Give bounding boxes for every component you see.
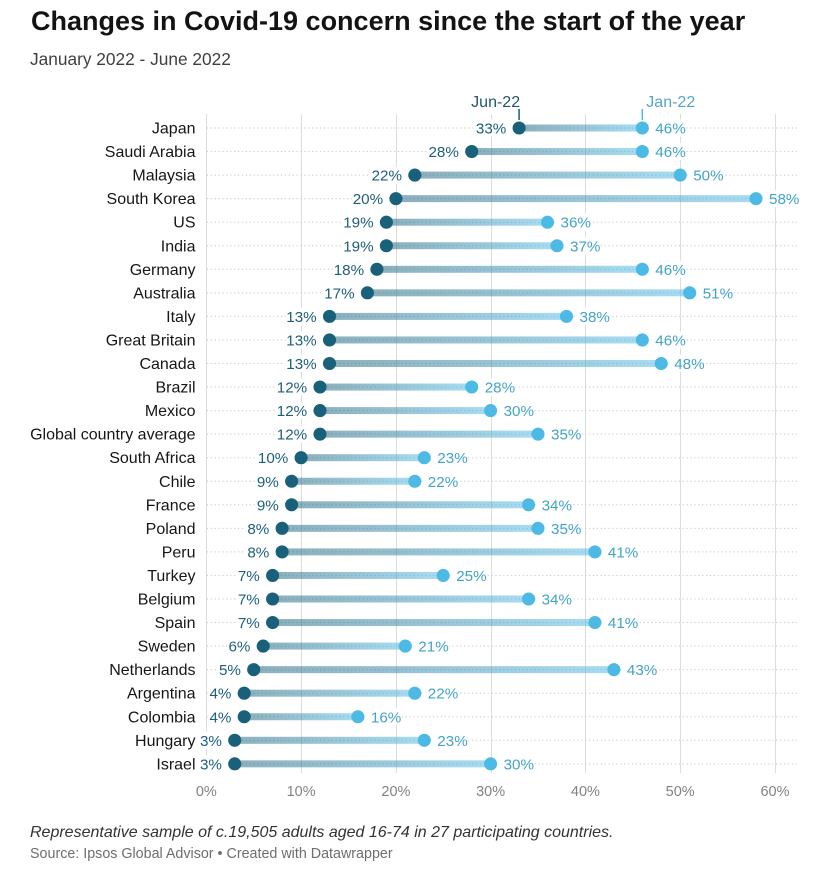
svg-text:13%: 13% (286, 332, 316, 349)
svg-text:Saudi Arabia: Saudi Arabia (105, 144, 196, 161)
svg-text:40%: 40% (571, 784, 600, 800)
svg-text:Israel: Israel (156, 756, 195, 773)
svg-text:Chile: Chile (159, 474, 196, 491)
svg-text:35%: 35% (551, 521, 581, 538)
svg-text:5%: 5% (219, 662, 241, 679)
svg-text:25%: 25% (456, 568, 486, 585)
svg-text:6%: 6% (228, 639, 250, 656)
svg-text:Colombia: Colombia (128, 709, 196, 726)
svg-text:13%: 13% (286, 309, 316, 326)
svg-text:South Africa: South Africa (109, 450, 195, 467)
svg-text:Australia: Australia (133, 285, 195, 302)
svg-text:46%: 46% (655, 121, 685, 138)
svg-text:3%: 3% (200, 756, 222, 773)
svg-text:7%: 7% (238, 592, 260, 609)
svg-text:France: France (146, 497, 196, 514)
svg-text:Argentina: Argentina (127, 686, 196, 703)
svg-text:Sweden: Sweden (138, 639, 196, 656)
svg-text:60%: 60% (760, 784, 789, 800)
svg-text:Malaysia: Malaysia (132, 168, 195, 185)
svg-text:3%: 3% (200, 733, 222, 750)
svg-text:38%: 38% (580, 309, 610, 326)
svg-text:9%: 9% (257, 474, 279, 491)
svg-text:46%: 46% (655, 262, 685, 279)
svg-text:22%: 22% (372, 168, 402, 185)
svg-text:12%: 12% (277, 427, 307, 444)
svg-text:58%: 58% (769, 191, 799, 208)
svg-text:17%: 17% (324, 285, 354, 302)
svg-text:22%: 22% (428, 686, 458, 703)
svg-text:Canada: Canada (139, 356, 195, 373)
svg-text:US: US (173, 215, 195, 232)
svg-text:43%: 43% (627, 662, 657, 679)
svg-text:10%: 10% (287, 784, 316, 800)
svg-text:18%: 18% (334, 262, 364, 279)
svg-text:35%: 35% (551, 427, 581, 444)
svg-text:0%: 0% (196, 784, 217, 800)
svg-text:30%: 30% (476, 784, 505, 800)
svg-text:Spain: Spain (155, 615, 196, 632)
svg-text:Great Britain: Great Britain (106, 332, 196, 349)
svg-text:Jan-22: Jan-22 (646, 94, 695, 111)
svg-text:51%: 51% (703, 285, 733, 302)
svg-text:30%: 30% (504, 756, 534, 773)
svg-text:10%: 10% (258, 450, 288, 467)
svg-text:Mexico: Mexico (145, 403, 196, 420)
svg-text:20%: 20% (381, 784, 410, 800)
svg-text:7%: 7% (238, 615, 260, 632)
svg-text:Netherlands: Netherlands (109, 662, 195, 679)
svg-text:34%: 34% (542, 592, 572, 609)
svg-text:Peru: Peru (162, 544, 196, 561)
svg-text:30%: 30% (504, 403, 534, 420)
svg-text:Brazil: Brazil (155, 380, 195, 397)
svg-text:23%: 23% (437, 733, 467, 750)
svg-text:48%: 48% (674, 356, 704, 373)
svg-text:Italy: Italy (166, 309, 195, 326)
svg-text:Poland: Poland (146, 521, 196, 538)
svg-text:22%: 22% (428, 474, 458, 491)
svg-text:13%: 13% (286, 356, 316, 373)
svg-text:12%: 12% (277, 380, 307, 397)
svg-text:19%: 19% (343, 215, 373, 232)
svg-text:8%: 8% (247, 521, 269, 538)
svg-text:4%: 4% (209, 686, 231, 703)
svg-text:Belgium: Belgium (138, 592, 196, 609)
svg-text:28%: 28% (485, 380, 515, 397)
svg-text:50%: 50% (693, 168, 723, 185)
svg-text:12%: 12% (277, 403, 307, 420)
svg-text:21%: 21% (418, 639, 448, 656)
svg-text:20%: 20% (353, 191, 383, 208)
svg-text:33%: 33% (476, 121, 506, 138)
svg-text:Jun-22: Jun-22 (471, 94, 520, 111)
svg-text:46%: 46% (655, 144, 685, 161)
svg-text:37%: 37% (570, 238, 600, 255)
svg-text:41%: 41% (608, 544, 638, 561)
svg-text:Turkey: Turkey (147, 568, 195, 585)
svg-text:50%: 50% (666, 784, 695, 800)
svg-text:India: India (161, 238, 196, 255)
svg-text:9%: 9% (257, 497, 279, 514)
svg-text:41%: 41% (608, 615, 638, 632)
svg-text:36%: 36% (561, 215, 591, 232)
svg-text:Global country average: Global country average (30, 427, 196, 444)
svg-text:34%: 34% (542, 497, 572, 514)
svg-text:16%: 16% (371, 709, 401, 726)
svg-text:28%: 28% (428, 144, 458, 161)
svg-text:7%: 7% (238, 568, 260, 585)
svg-text:South Korea: South Korea (107, 191, 196, 208)
svg-text:Japan: Japan (152, 121, 196, 138)
svg-text:23%: 23% (437, 450, 467, 467)
svg-text:Germany: Germany (130, 262, 196, 279)
svg-text:4%: 4% (209, 709, 231, 726)
svg-text:46%: 46% (655, 332, 685, 349)
svg-text:8%: 8% (247, 544, 269, 561)
svg-text:Hungary: Hungary (135, 733, 195, 750)
svg-text:19%: 19% (343, 238, 373, 255)
